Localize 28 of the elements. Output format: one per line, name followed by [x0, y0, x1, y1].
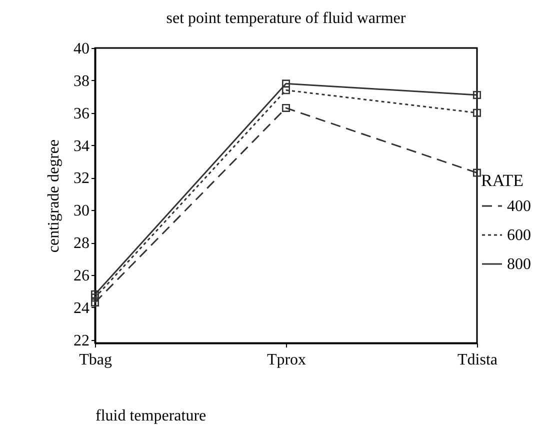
y-tick-label: 28	[74, 235, 90, 252]
point	[472, 168, 482, 177]
y-tick-label: 36	[74, 105, 90, 122]
x-tick-label: Tprox	[266, 352, 306, 368]
y-tick-label: 38	[74, 72, 90, 90]
point	[282, 80, 290, 88]
point	[282, 104, 290, 112]
y-tick-label: 22	[74, 332, 90, 350]
point	[90, 290, 100, 298]
y-tick-label: 26	[74, 267, 90, 284]
x-tick-label: Tdista	[458, 352, 498, 368]
point	[282, 86, 290, 94]
legend-label: 600	[507, 227, 531, 244]
x-axis-title: fluid temperature	[96, 408, 206, 424]
y-tick-label: 30	[74, 202, 90, 220]
y-tick-label: 32	[74, 170, 90, 188]
legend-title: RATE	[481, 171, 524, 190]
chart-title: set point temperature of fluid warmer	[166, 10, 406, 27]
y-tick-label: 34	[74, 138, 90, 155]
point	[472, 108, 482, 117]
y-tick-label: 40	[74, 40, 90, 58]
legend-label: 400	[507, 198, 531, 215]
x-tick-label: Tbag	[79, 352, 112, 368]
y-axis-title: centigrade degree	[46, 139, 62, 253]
point	[472, 91, 482, 100]
y-tick-label: 24	[74, 300, 90, 317]
point	[90, 298, 100, 306]
legend-label: 800	[507, 256, 531, 273]
